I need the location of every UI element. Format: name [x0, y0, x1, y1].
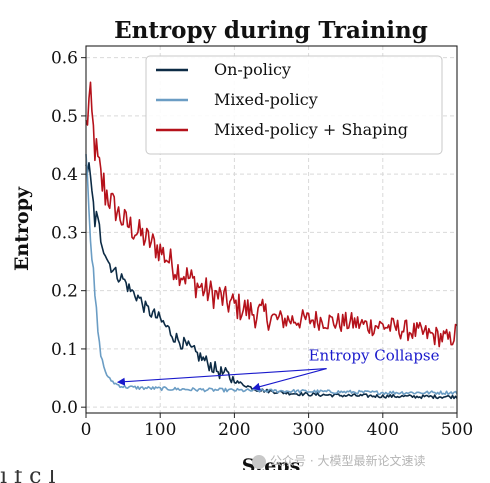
x-tick-label: 300 [292, 420, 324, 440]
y-tick-label: 0.0 [51, 398, 78, 418]
watermark: 公众号 · 大模型最新论文速读 [252, 452, 425, 469]
x-tick-label: 500 [441, 420, 473, 440]
annotation-arrow [116, 368, 327, 386]
entropy-chart: 0 100 200 300 400 500 0.0 0.1 0.2 0.3 0.4 0.5 0.6 En… [11, 17, 473, 470]
series-layer [85, 81, 458, 400]
cropped-caption: i f c l [0, 470, 56, 483]
x-tick-label: 200 [218, 420, 250, 440]
annotation-text: Entropy Collapse [309, 347, 440, 365]
y-tick-label: 0.6 [51, 49, 78, 69]
y-tick-label: 0.4 [51, 165, 78, 185]
legend-box [145, 55, 443, 155]
axis-ticks: 0 100 200 300 400 500 0.0 0.1 0.2 0.3 0.4 0.5 0.6 [51, 49, 473, 440]
y-tick-label: 0.3 [51, 223, 78, 243]
y-tick-label: 0.2 [51, 282, 78, 302]
legend: On-policy Mixed-policy Mixed-policy + Shap… [145, 55, 443, 155]
y-axis-label: Entropy [11, 186, 33, 271]
annotation-arrow [251, 368, 327, 391]
series-line-mixed-policy-shaping [85, 81, 458, 348]
wechat-icon [252, 454, 266, 469]
chart-title: Entropy during Training [114, 17, 428, 44]
y-tick-label: 0.1 [51, 340, 78, 360]
x-tick-label: 0 [81, 420, 92, 440]
legend-label: Mixed-policy [214, 90, 318, 109]
watermark-text: 公众号 · 大模型最新论文速读 [270, 454, 426, 468]
x-tick-label: 100 [144, 420, 176, 440]
series-line-mixed-policy [85, 154, 458, 396]
y-tick-label: 0.5 [51, 107, 78, 127]
plot-frame [85, 45, 458, 414]
legend-label: On-policy [214, 60, 291, 79]
x-tick-label: 400 [367, 420, 399, 440]
legend-label: Mixed-policy + Shaping [214, 120, 408, 139]
annotation-layer: Entropy Collapse [116, 347, 440, 391]
